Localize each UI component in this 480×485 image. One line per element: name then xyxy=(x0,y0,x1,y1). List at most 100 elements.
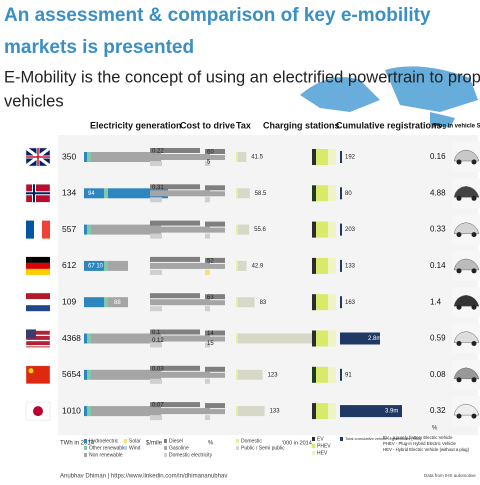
reg-phev xyxy=(316,294,328,311)
flag-stripe xyxy=(26,262,50,269)
legend-swatch xyxy=(84,439,87,443)
definition: PHEV - Plug-in Hybrid Electric Vehicle xyxy=(383,441,456,446)
charging-value: 133 xyxy=(270,409,281,415)
charging-domestic xyxy=(236,297,238,308)
elec-bar-other xyxy=(104,297,108,308)
cost-legend: Gasoline xyxy=(169,445,189,451)
legend-swatch xyxy=(312,444,315,448)
cost-label: 0.22 xyxy=(152,149,164,155)
som-value: 0.32 xyxy=(430,406,446,415)
reg-legend: PHEV xyxy=(317,443,331,449)
charging-bar xyxy=(238,369,263,380)
tax-bar xyxy=(205,294,225,300)
column-header: Cost to drive xyxy=(180,120,235,130)
cost-bar-diesel xyxy=(150,402,200,408)
title-line1: An assessment & comparison of key e-mobi… xyxy=(4,5,431,26)
reg-ev xyxy=(312,185,316,202)
reg-total xyxy=(340,368,342,381)
legend-swatch xyxy=(84,453,87,457)
definition: HEV - Hybrid Electric Vehicle (without a… xyxy=(383,447,470,452)
elec-bar-other xyxy=(87,224,91,235)
elec-bar-hydro xyxy=(84,188,104,199)
tax-bar xyxy=(205,415,210,421)
cost-unit: $/mile xyxy=(146,441,163,447)
tax-label: 63 xyxy=(207,295,214,301)
charging-domestic xyxy=(236,369,238,380)
car-icon xyxy=(453,294,480,307)
tax-bar xyxy=(205,330,225,336)
elec-bar-nonrenew xyxy=(91,224,161,235)
car-icon xyxy=(453,222,480,234)
tax-bar xyxy=(205,197,210,203)
flag-stripe xyxy=(42,220,50,239)
charging-unit: '000 in 2014 xyxy=(282,440,312,446)
cost-bar-diesel xyxy=(150,329,200,335)
elec-bar-hydro xyxy=(84,297,104,308)
tax-label: 5 xyxy=(207,160,211,166)
tax-label: 14 xyxy=(207,331,214,337)
definition: EV - a purely battery Electric Vehicle xyxy=(383,435,453,440)
reg-legend: EV xyxy=(317,436,324,442)
cost-bar-electric xyxy=(150,197,162,203)
reg-hev xyxy=(328,330,336,347)
charging-domestic xyxy=(236,152,238,162)
registrations-value: 3.9m xyxy=(385,409,398,415)
elec-legend: Non renewable xyxy=(89,452,123,458)
column-header: Cumulative registrations xyxy=(336,120,442,130)
registrations-value: 163 xyxy=(345,300,356,306)
som-value: 0.14 xyxy=(430,261,446,270)
charging-bar xyxy=(238,406,265,417)
flag xyxy=(25,365,51,385)
cost-label: 0.03 xyxy=(152,366,164,372)
reg-ev xyxy=(312,294,316,311)
subtitle-line2: vehicles xyxy=(4,92,64,110)
elec-bar-nonrenew xyxy=(91,333,161,344)
electricity-value: 350 xyxy=(62,151,76,161)
elec-legend: Solar xyxy=(129,438,141,444)
tax-bar xyxy=(205,161,210,166)
charging-bar xyxy=(238,188,250,199)
cost-legend: Diesel xyxy=(169,438,183,444)
source: Data from IHS automotive xyxy=(424,473,476,478)
table-background xyxy=(58,135,478,435)
reg-hev xyxy=(328,294,336,311)
reg-hev xyxy=(328,257,336,274)
elec-bar-hydro xyxy=(84,224,87,235)
elec-bar-other xyxy=(87,406,91,417)
registrations-value: 192 xyxy=(345,155,356,161)
tax-label: 52 xyxy=(207,258,214,264)
elec-legend: Other renewable xyxy=(89,445,126,451)
elec-bar-hydro xyxy=(84,369,87,380)
flag-stripe xyxy=(26,220,34,239)
legend-swatch xyxy=(236,439,239,443)
cost-label: 0.31 xyxy=(152,185,164,191)
cost-bar-electric xyxy=(150,161,162,166)
charging-bar xyxy=(238,152,247,162)
reg-hev xyxy=(328,185,336,202)
elec-bar-hydro xyxy=(84,260,104,271)
reg-ev xyxy=(312,221,316,238)
cost-label: 0.1 xyxy=(152,330,161,336)
car-wheel xyxy=(471,341,477,346)
flag-stripe xyxy=(26,299,50,306)
car-wheel xyxy=(456,413,462,419)
title-line2: markets is presented xyxy=(4,37,194,58)
car-icon xyxy=(453,258,480,271)
elec-bar-hydro xyxy=(84,152,87,162)
author: Anubhav Dhiman | https://www.linkedin.co… xyxy=(60,474,227,480)
elec-bar-label: 88 xyxy=(114,300,121,306)
tax-bar xyxy=(205,233,210,239)
tax-bar xyxy=(205,257,225,263)
cost-bar-diesel xyxy=(150,256,200,262)
charging-bar xyxy=(238,260,247,271)
flag-stripe xyxy=(26,334,50,336)
car-wheel xyxy=(456,159,462,165)
legend-swatch xyxy=(164,439,167,443)
legend-swatch xyxy=(236,446,239,450)
reg-phev xyxy=(316,403,328,420)
charging-value: 55.6 xyxy=(254,227,266,233)
tax-bar xyxy=(205,366,225,372)
reg-hev xyxy=(328,403,336,420)
car-wheel xyxy=(456,377,462,383)
